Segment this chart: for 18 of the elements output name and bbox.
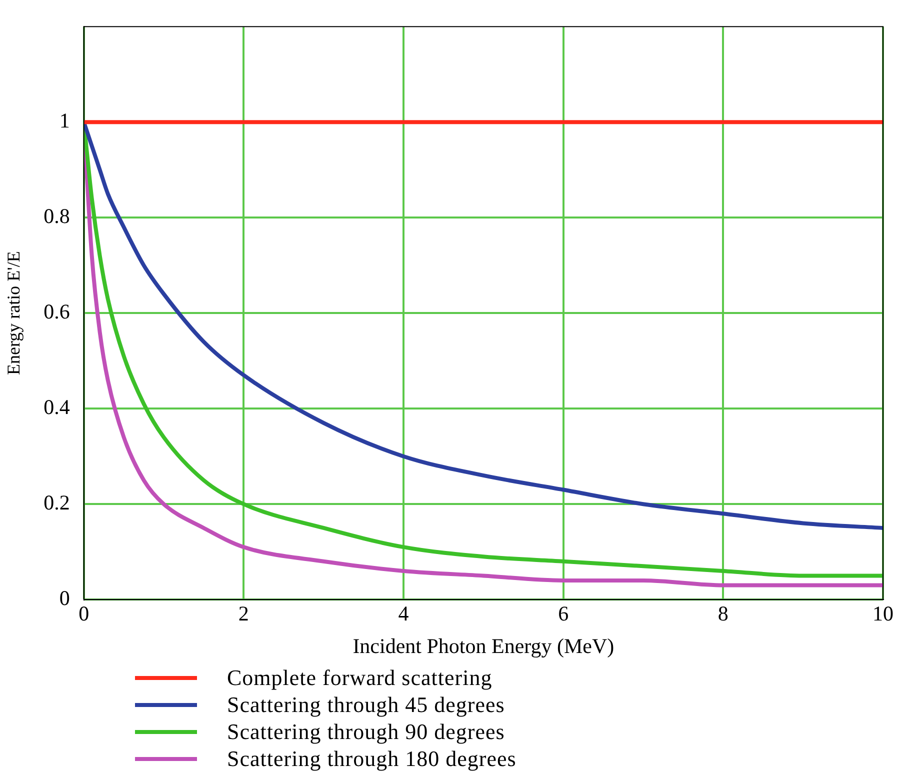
- x-tick-label: 2: [238, 602, 249, 626]
- y-tick-label: 0.6: [44, 300, 70, 324]
- y-tick-label: 0.2: [44, 490, 70, 515]
- y-tick-label: 0.8: [44, 204, 70, 228]
- legend-label: Scattering through 45 degrees: [227, 691, 505, 718]
- x-tick-label: 6: [558, 602, 569, 626]
- legend-label: Scattering through 90 degrees: [227, 718, 505, 745]
- y-tick-label: 0: [59, 586, 70, 610]
- y-tick-label: 0.4: [44, 395, 70, 420]
- x-tick-label: 0: [78, 602, 90, 626]
- x-tick-label: 4: [398, 602, 410, 626]
- legend-label: Complete forward scattering: [227, 664, 492, 691]
- x-axis-title: Incident Photon Energy (MeV): [352, 634, 614, 658]
- y-tick-label: 1: [59, 108, 70, 133]
- x-tick-label: 10: [872, 602, 894, 626]
- legend-label: Scattering through 180 degrees: [227, 745, 516, 772]
- x-tick-label: 8: [718, 602, 728, 626]
- y-axis-title: Energy ratio E'/E: [4, 251, 24, 376]
